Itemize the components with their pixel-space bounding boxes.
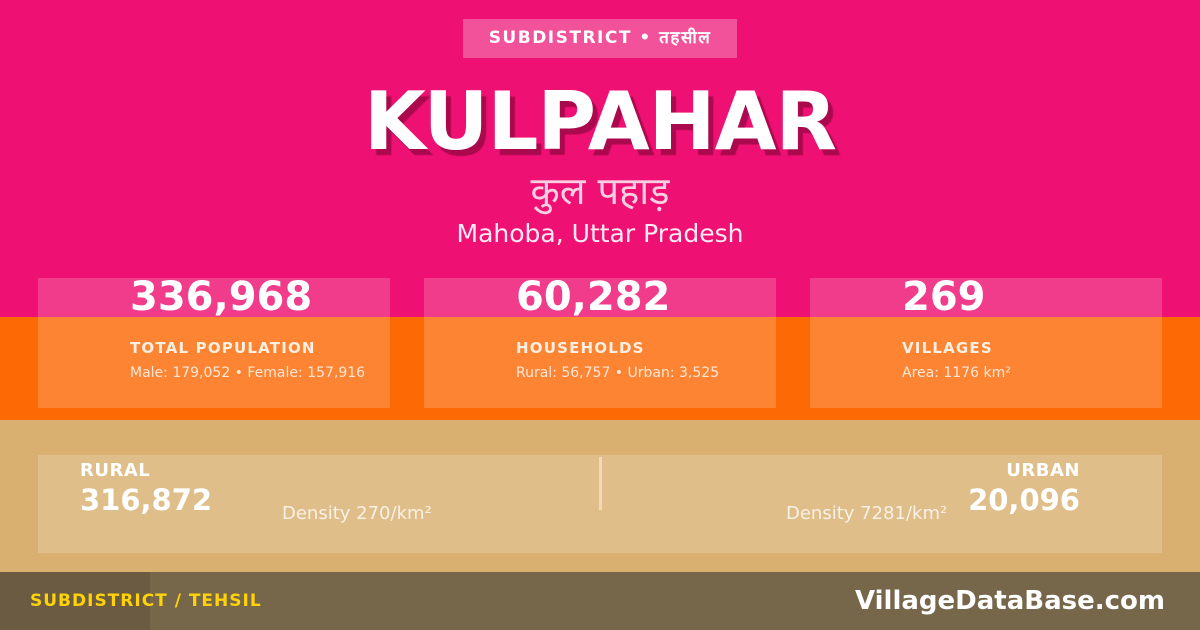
pink-hero-band (0, 0, 1200, 317)
tan-rural-urban-band (0, 420, 1200, 572)
stat-detail: Rural: 56,757 • Urban: 3,525 (516, 365, 720, 381)
rural-label: RURAL (80, 460, 151, 481)
rural-urban-panel (38, 455, 1162, 553)
rural-density: Density 270/km² (282, 503, 432, 524)
footer-subdistrict-tehsil: SUBDISTRICT / TEHSIL (30, 591, 262, 611)
stat-label: VILLAGES (902, 339, 993, 357)
stat-detail: Area: 1176 km² (902, 365, 1011, 381)
stat-detail: Male: 179,052 • Female: 157,916 (130, 365, 366, 381)
urban-value: 20,096 (968, 483, 1080, 517)
stat-card-villages: 269 VILLAGES Area: 1176 km² (810, 274, 1162, 408)
subdistrict-name: KULPAHAR (363, 75, 837, 168)
subdistrict-type-badge: SUBDISTRICT • तहसील (462, 19, 738, 58)
stat-value: 336,968 (130, 274, 313, 320)
stat-value: 269 (902, 274, 986, 320)
subdistrict-name-hindi: कुल पहाड़ (530, 169, 670, 213)
badge-row: SUBDISTRICT • तहसील (0, 19, 1200, 58)
stat-card-households: 60,282 HOUSEHOLDS Rural: 56,757 • Urban:… (424, 274, 776, 408)
footer-bar: SUBDISTRICT / TEHSIL VillageDataBase.com (0, 572, 1200, 630)
district-state: Mahoba, Uttar Pradesh (456, 219, 744, 248)
urban-block: URBAN 20,096 (968, 460, 1080, 516)
urban-density: Density 7281/km² (786, 503, 948, 524)
website-link[interactable]: VillageDataBase.com (854, 586, 1165, 616)
urban-label: URBAN (1006, 460, 1080, 481)
stat-label: HOUSEHOLDS (516, 339, 645, 357)
orange-stats-band (0, 317, 1200, 420)
vertical-divider (599, 457, 602, 510)
stat-label: TOTAL POPULATION (130, 339, 316, 357)
stat-card-total-population: 336,968 TOTAL POPULATION Male: 179,052 •… (38, 274, 390, 408)
footer-left-shade (0, 572, 150, 630)
rural-value: 316,872 (80, 483, 213, 517)
stat-value: 60,282 (516, 274, 671, 320)
rural-block: RURAL 316,872 (80, 460, 212, 516)
